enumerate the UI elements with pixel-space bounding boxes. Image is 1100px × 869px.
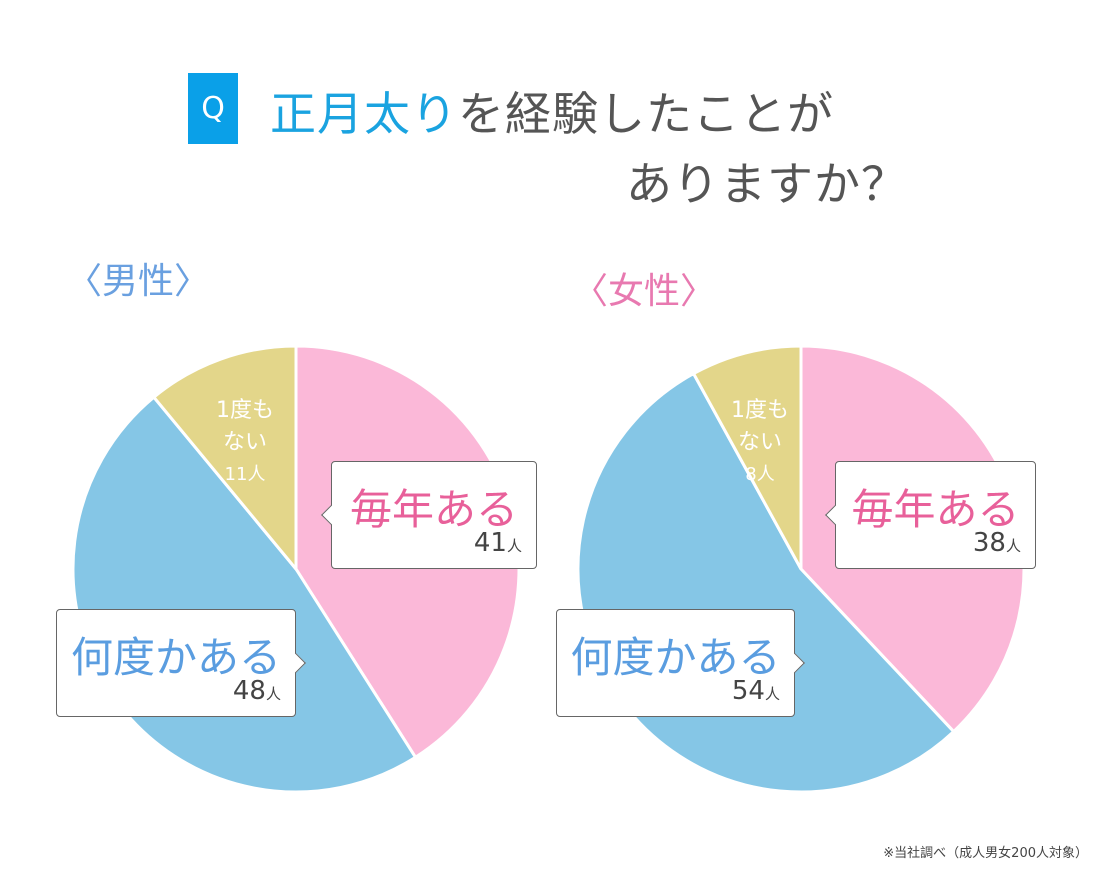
unit: 人 (506, 537, 522, 555)
female-none-label: 1度も ない 8人 (720, 395, 800, 491)
male-pie-slice-2 (151, 344, 298, 574)
male-label: 〈男性〉 (66, 261, 211, 302)
female-several-callout: 何度かある 54人 (556, 609, 795, 717)
category-label: 何度かある (70, 633, 281, 682)
count-value: 41 (473, 528, 507, 558)
female-none-line2: ない (737, 430, 782, 455)
unit: 人 (265, 685, 281, 703)
male-none-line1: 1度も (216, 398, 274, 423)
footnote: ※当社調べ（成人男女200人対象） (883, 846, 1088, 861)
unit: 人 (756, 464, 775, 485)
category-label: 毎年ある (349, 485, 518, 534)
category-label: 毎年ある (851, 485, 1020, 534)
male-none-label: 1度も ない 11人 (205, 395, 285, 491)
question-title: 正月太りを経験したことが (270, 78, 834, 144)
count-value: 38 (972, 528, 1006, 558)
female-pie-slice-2 (691, 344, 803, 570)
q-badge: Q (188, 73, 238, 144)
female-every-year-callout: 毎年ある 38人 (835, 461, 1036, 569)
male-none-line2: ない (222, 430, 267, 455)
question-title-line2: ありますか？ (626, 157, 908, 211)
category-label: 何度かある (570, 633, 781, 682)
count-value: 48 (232, 676, 266, 706)
male-several-callout: 何度かある 48人 (56, 609, 296, 717)
count-value: 54 (731, 676, 765, 706)
male-every-year-callout: 毎年ある 41人 (331, 461, 537, 569)
male-none-value: 11 (224, 464, 248, 485)
unit: 人 (764, 685, 780, 703)
title-rest: を経験したことが (458, 87, 834, 141)
female-none-value: 8 (745, 464, 757, 485)
female-none-line1: 1度も (731, 398, 789, 423)
unit: 人 (247, 464, 266, 485)
unit: 人 (1005, 537, 1021, 555)
female-label: 〈女性〉 (572, 271, 717, 312)
title-highlight: 正月太り (270, 87, 458, 141)
